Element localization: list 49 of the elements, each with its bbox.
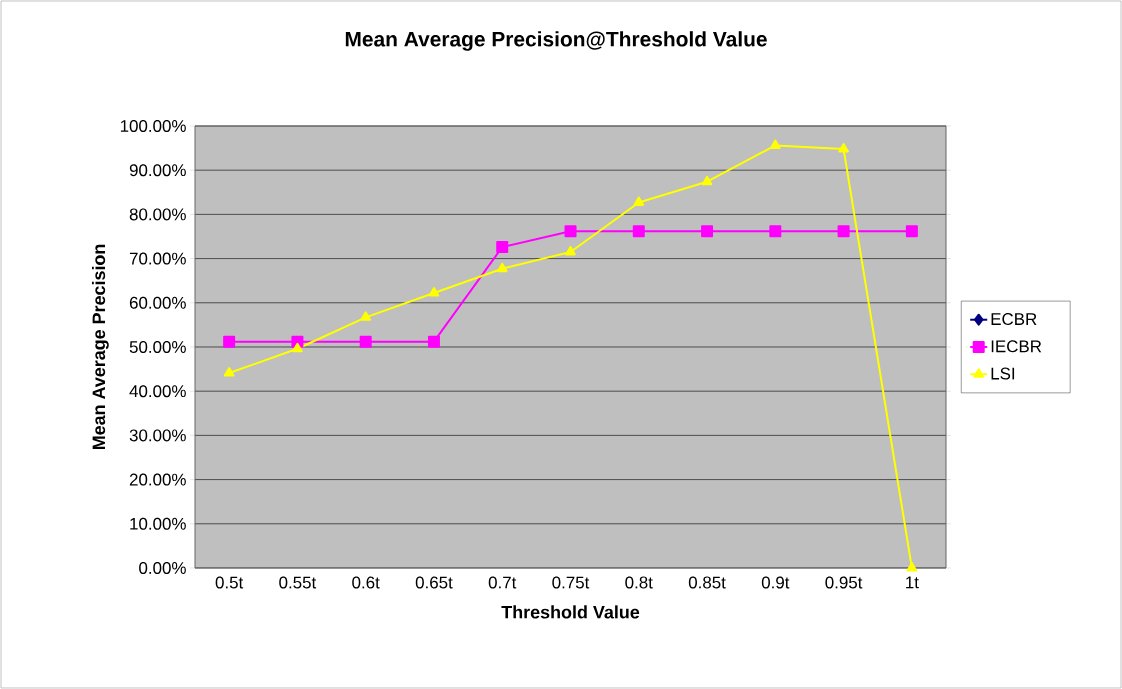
legend-label: ECBR — [991, 313, 1037, 326]
point — [496, 262, 508, 273]
x-tick-label: 1t — [906, 576, 919, 589]
x-tick-label: 0.5t — [215, 576, 244, 589]
y-tick-label: 60.00% — [129, 296, 186, 309]
point — [633, 196, 645, 206]
point — [292, 342, 303, 353]
point — [905, 225, 918, 238]
y-tick-label: 30.00% — [129, 429, 186, 442]
legend-label: IECBR — [991, 340, 1042, 353]
y-axis-title: Mean Average Precision — [91, 244, 109, 450]
x-tick-label: 0.9t — [761, 576, 790, 589]
point — [223, 367, 235, 377]
point — [838, 142, 849, 153]
y-tick-label: 0.00% — [139, 561, 186, 574]
y-tick-label: 50.00% — [129, 340, 186, 353]
x-tick-label: 0.7t — [488, 576, 517, 589]
point — [223, 335, 236, 348]
point — [359, 335, 372, 348]
point — [565, 245, 576, 256]
x-tick-label: 0.6t — [352, 576, 380, 589]
point — [427, 335, 440, 348]
point — [701, 225, 714, 238]
y-tick-label: 70.00% — [129, 252, 186, 265]
x-tick-label: 0.75t — [552, 576, 590, 589]
point — [701, 175, 713, 186]
x-tick-label: 0.8t — [625, 576, 653, 589]
point — [906, 561, 918, 572]
point — [428, 287, 440, 297]
point — [360, 311, 372, 321]
point — [496, 241, 509, 254]
point — [769, 225, 782, 238]
x-axis-title: Threshold Value — [501, 605, 640, 619]
y-tick-label: 90.00% — [129, 164, 186, 177]
x-tick-label: 0.65t — [415, 576, 453, 589]
x-tick-label: 0.95t — [825, 576, 863, 589]
y-tick-label: 20.00% — [129, 473, 186, 486]
x-tick-label: 0.85t — [688, 576, 726, 589]
x-tick-label: 0.55t — [279, 576, 317, 589]
point — [837, 225, 850, 238]
y-tick-label: 100.00% — [120, 119, 186, 132]
legend-label: LSI — [991, 367, 1015, 380]
chart-title: Mean Average Precision@Threshold Value — [345, 31, 767, 51]
y-tick-label: 40.00% — [129, 385, 186, 398]
y-tick-label: 80.00% — [129, 208, 186, 221]
point — [564, 225, 577, 238]
point — [632, 225, 645, 238]
y-tick-label: 10.00% — [130, 517, 186, 530]
point — [770, 139, 781, 149]
